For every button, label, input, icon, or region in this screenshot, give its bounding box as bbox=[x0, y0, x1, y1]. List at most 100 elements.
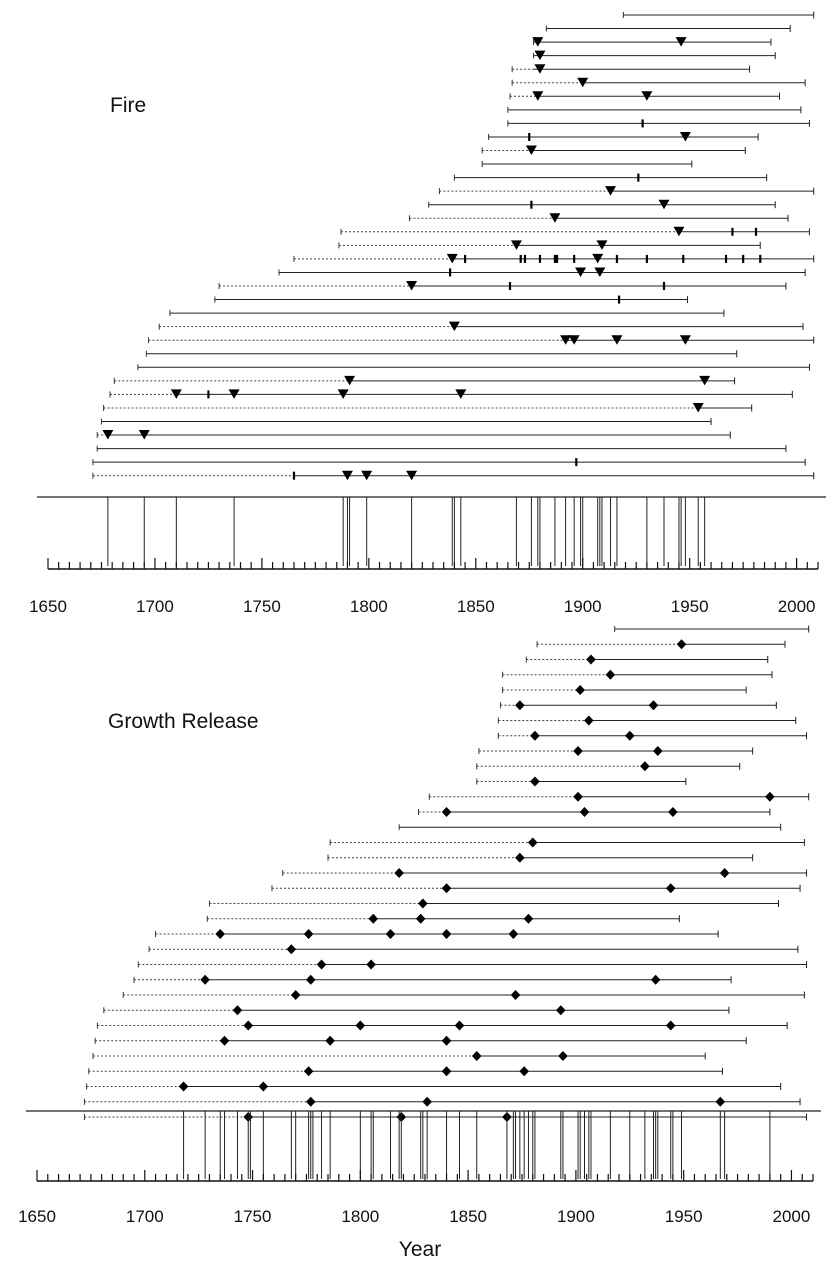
release-marker bbox=[243, 1020, 254, 1031]
x-tick-label: 1750 bbox=[243, 597, 281, 616]
fire-scar-marker bbox=[549, 213, 561, 223]
release-marker bbox=[368, 913, 379, 924]
release-marker bbox=[441, 1066, 452, 1077]
release-marker bbox=[515, 852, 525, 863]
fire-scar-marker bbox=[446, 253, 458, 264]
release-marker bbox=[258, 1081, 269, 1092]
x-tick-label: 1650 bbox=[29, 597, 67, 616]
release-marker bbox=[668, 807, 678, 817]
release-marker bbox=[586, 654, 596, 665]
fire-scar-marker bbox=[341, 470, 353, 481]
release-marker bbox=[355, 1020, 366, 1031]
x-tick-label: 1800 bbox=[350, 597, 388, 616]
release-marker bbox=[303, 1066, 314, 1077]
fire-scar-marker bbox=[337, 389, 349, 399]
release-marker bbox=[515, 700, 525, 711]
fire-scar-marker bbox=[596, 240, 608, 250]
release-marker bbox=[394, 868, 404, 878]
release-marker bbox=[510, 990, 521, 1000]
fire-scar-marker bbox=[611, 335, 623, 345]
release-marker bbox=[575, 685, 585, 695]
x-tick-label: 1700 bbox=[136, 597, 174, 616]
release-marker bbox=[624, 730, 635, 741]
x-tick-label: 1650 bbox=[18, 1207, 56, 1226]
fire-scar-marker bbox=[594, 267, 606, 277]
x-tick-label: 2000 bbox=[773, 1207, 811, 1226]
x-tick-label: 1950 bbox=[671, 597, 709, 616]
x-tick-label: 1800 bbox=[341, 1207, 379, 1226]
fire-panel: Fire 1650 1700 1750 1800 1850 1900 1950 2000 bbox=[29, 11, 826, 616]
fire-scar-marker bbox=[605, 186, 617, 196]
x-tick-label: 1950 bbox=[665, 1207, 703, 1226]
release-marker bbox=[665, 1020, 676, 1031]
release-marker bbox=[441, 1035, 452, 1046]
release-marker bbox=[215, 929, 226, 939]
release-marker bbox=[325, 1035, 335, 1046]
release-marker bbox=[653, 746, 663, 756]
fire-scar-marker bbox=[406, 470, 418, 481]
release-marker bbox=[665, 883, 676, 894]
fire-scar-marker bbox=[592, 253, 604, 264]
x-tick-label: 2000 bbox=[778, 597, 816, 616]
release-marker bbox=[305, 974, 316, 985]
release-marker bbox=[640, 761, 650, 772]
fire-scar-marker bbox=[658, 199, 670, 210]
fire-scar-marker bbox=[560, 335, 572, 345]
release-marker bbox=[219, 1035, 230, 1046]
release-marker bbox=[200, 974, 210, 985]
release-marker bbox=[527, 837, 538, 848]
release-marker bbox=[232, 1005, 243, 1016]
release-marker bbox=[650, 974, 661, 985]
release-marker bbox=[719, 868, 730, 878]
fire-scar-marker bbox=[679, 335, 691, 345]
fire-scar-marker bbox=[532, 37, 544, 47]
release-marker bbox=[508, 929, 519, 939]
x-tick-label: 1900 bbox=[564, 597, 602, 616]
x-tick-label: 1900 bbox=[557, 1207, 595, 1226]
fire-scar-marker bbox=[510, 240, 522, 250]
fire-scar-marker bbox=[102, 430, 114, 440]
release-marker bbox=[530, 776, 540, 787]
release-marker bbox=[519, 1066, 529, 1077]
release-marker bbox=[305, 1096, 316, 1107]
fire-scar-marker bbox=[532, 91, 544, 101]
release-marker bbox=[316, 959, 327, 970]
fire-scar-marker bbox=[344, 375, 356, 386]
fire-scar-marker bbox=[568, 335, 580, 345]
fire-scar-marker bbox=[138, 430, 150, 440]
fire-scar-marker bbox=[406, 281, 418, 291]
release-marker bbox=[290, 990, 301, 1000]
growth-release-panel: Growth Release 1650 1700 1750 1800 1850 1900 19… bbox=[18, 625, 821, 1226]
x-axis-label: Year bbox=[399, 1238, 441, 1261]
x-tick-label: 1750 bbox=[234, 1207, 272, 1226]
release-marker bbox=[584, 715, 594, 726]
release-marker bbox=[579, 807, 590, 817]
release-marker bbox=[441, 883, 452, 894]
panel-title: Growth Release bbox=[108, 710, 259, 733]
fire-scar-marker bbox=[577, 77, 589, 88]
fire-scar-marker bbox=[675, 37, 687, 47]
release-marker bbox=[418, 898, 428, 909]
panel-title: Fire bbox=[110, 94, 146, 117]
release-marker bbox=[471, 1051, 482, 1061]
fire-scar-marker bbox=[525, 145, 537, 155]
x-tick-label: 1850 bbox=[457, 597, 495, 616]
release-marker bbox=[715, 1096, 726, 1107]
fire-scar-marker bbox=[228, 389, 240, 399]
fire-scar-marker bbox=[361, 470, 373, 481]
release-marker bbox=[765, 791, 775, 802]
release-marker bbox=[454, 1020, 465, 1031]
release-marker bbox=[303, 929, 314, 939]
release-marker bbox=[556, 1005, 566, 1016]
release-marker bbox=[676, 639, 687, 650]
release-marker bbox=[530, 730, 540, 741]
fire-scar-marker bbox=[692, 402, 704, 413]
release-marker bbox=[441, 807, 452, 817]
release-marker bbox=[178, 1081, 189, 1092]
fire-scar-marker bbox=[170, 389, 182, 399]
fire-scar-marker bbox=[699, 375, 711, 386]
release-marker bbox=[523, 913, 534, 924]
release-marker bbox=[286, 944, 297, 955]
